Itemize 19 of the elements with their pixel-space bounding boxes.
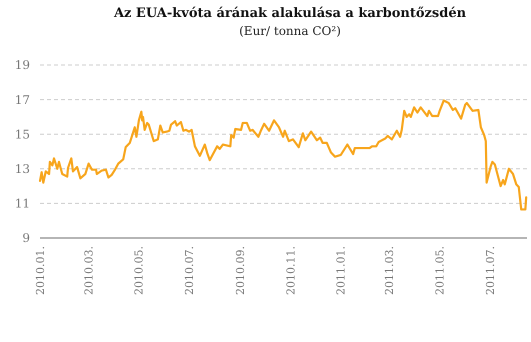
x-tick-label: 2011.05. — [434, 246, 447, 295]
chart-subtitle: (Eur/ tonna CO²) — [239, 24, 341, 38]
x-tick-label: 2011.01. — [334, 246, 348, 295]
y-tick-label: 17 — [14, 92, 30, 107]
y-tick-label: 11 — [14, 196, 30, 211]
x-tick-label: 2010.09. — [234, 246, 248, 295]
x-tick-label: 2010.11. — [284, 246, 298, 295]
x-tick-label: 2010.01. — [34, 246, 47, 295]
line-series — [38, 99, 528, 211]
y-tick-label: 15 — [14, 127, 30, 142]
y-tick-label: 13 — [14, 162, 30, 176]
x-tick-label: 2011.07. — [484, 246, 497, 295]
y-tick-label: 19 — [14, 58, 30, 72]
x-tick-label: 2010.03. — [82, 246, 96, 295]
x-tick-label: 2010.05. — [132, 246, 146, 295]
chart-title: Az EUA-kvóta árának alakulása a karbontőzsdén — [112, 6, 467, 21]
x-tick-label: 2010.07. — [183, 246, 196, 295]
x-tick-label: 2011.03. — [383, 246, 396, 295]
y-tick-label: 9 — [22, 231, 30, 246]
